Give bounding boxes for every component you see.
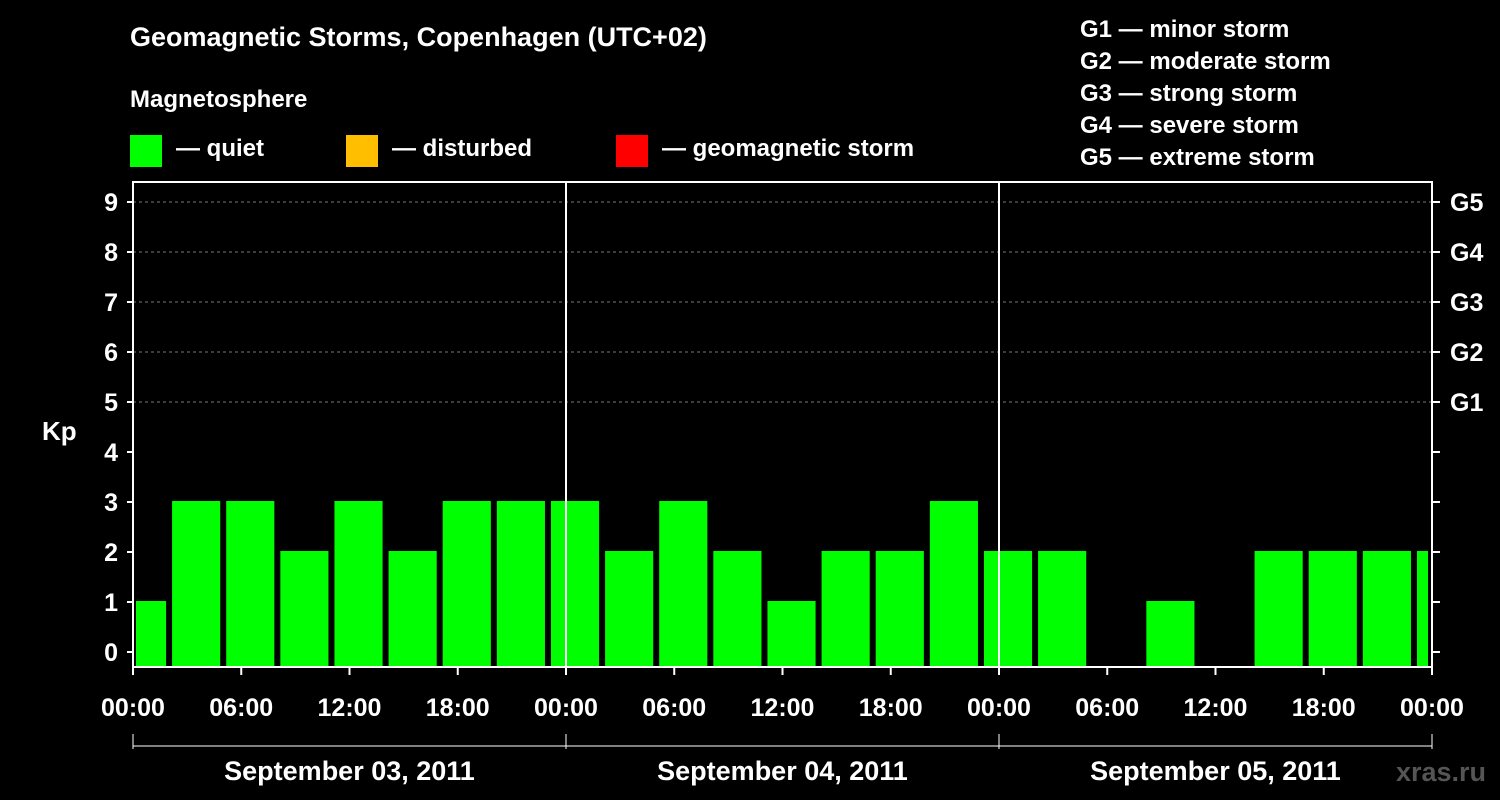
y-tick-label: 8 [104,239,118,267]
legend-item-storm: — geomagnetic storm [616,135,914,167]
y-tick-label: 1 [104,589,118,617]
kp-bar [875,551,924,667]
x-tick-label: 00:00 [967,694,1031,722]
kp-bar [442,501,491,667]
storm-scale-legend: G1 — minor storm G2 — moderate storm G3 … [1080,14,1331,174]
x-tick-label: 00:00 [534,694,598,722]
kp-bar [1146,601,1195,667]
kp-bar [605,551,654,667]
g-scale-label: G3 [1450,289,1483,317]
y-tick-label: 2 [104,539,118,567]
kp-bar [1254,551,1303,667]
y-tick-label: 3 [104,489,118,517]
kp-bar [496,501,545,667]
kp-bar [659,501,708,667]
kp-bar [136,601,167,667]
x-tick-label: 00:00 [101,694,165,722]
legend-swatch-storm [616,135,648,167]
x-tick-label: 06:00 [209,694,273,722]
kp-bar [226,501,275,667]
watermark: xras.ru [1395,757,1486,787]
y-axis-label: Kp [42,416,77,446]
x-tick-label: 06:00 [642,694,706,722]
y-tick-label: 0 [104,639,118,667]
x-tick-label: 06:00 [1075,694,1139,722]
kp-bar [334,501,383,667]
kp-bar [767,601,816,667]
legend-swatch-quiet [130,135,162,167]
legend-item-quiet: — quiet [130,135,264,167]
y-tick-label: 5 [104,389,118,417]
x-tick-label: 18:00 [426,694,490,722]
g-scale-label: G1 [1450,389,1483,417]
g-scale-label: G5 [1450,189,1483,217]
x-tick-label: 18:00 [859,694,923,722]
g-scale-label: G4 [1450,239,1483,267]
storm-scale-g3: G3 — strong storm [1080,80,1298,107]
legend-item-disturbed: — disturbed [346,135,532,167]
g-scale-label: G2 [1450,339,1483,367]
date-label: September 03, 2011 [224,756,475,786]
storm-scale-g5: G5 — extreme storm [1080,144,1315,171]
kp-bar [1308,551,1357,667]
x-tick-label: 12:00 [751,694,815,722]
kp-bar [172,501,221,667]
storm-scale-g4: G4 — severe storm [1080,112,1299,139]
legend-heading: Magnetosphere [130,86,308,113]
legend-label-storm: — geomagnetic storm [662,135,915,162]
chart-title: Geomagnetic Storms, Copenhagen (UTC+02) [130,22,707,52]
kp-bar [1416,551,1428,667]
legend-label-quiet: — quiet [176,135,264,162]
kp-bar [1038,551,1087,667]
kp-bar [983,551,1033,667]
storm-scale-g1: G1 — minor storm [1080,16,1290,43]
x-tick-label: 00:00 [1400,694,1464,722]
date-label: September 05, 2011 [1090,756,1341,786]
kp-bar [1362,551,1411,667]
kp-bar [821,551,870,667]
kp-bar [550,501,600,667]
kp-bar [929,501,978,667]
y-tick-label: 9 [104,189,118,217]
x-tick-label: 12:00 [1184,694,1248,722]
x-tick-label: 12:00 [318,694,382,722]
y-tick-label: 7 [104,289,118,317]
x-tick-label: 18:00 [1292,694,1356,722]
y-tick-label: 4 [104,439,118,467]
kp-bar [388,551,437,667]
y-tick-label: 6 [104,339,118,367]
date-label: September 04, 2011 [657,756,908,786]
kp-bar [280,551,329,667]
storm-scale-g2: G2 — moderate storm [1080,48,1331,75]
legend-label-disturbed: — disturbed [392,135,533,162]
kp-bar [713,551,762,667]
legend-swatch-disturbed [346,135,378,167]
